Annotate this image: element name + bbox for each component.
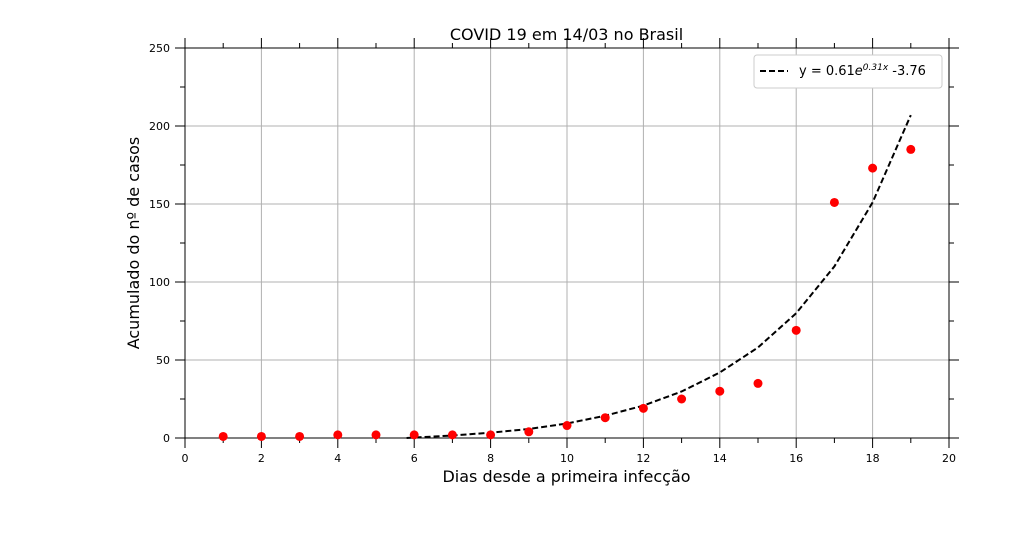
- data-point: [600, 413, 610, 423]
- x-tick-label: 4: [334, 452, 341, 465]
- x-tick-label: 14: [713, 452, 727, 465]
- data-point: [638, 403, 648, 413]
- plot-frame: [184, 47, 950, 439]
- x-tick-label: 8: [487, 452, 494, 465]
- y-tick-label: 100: [149, 276, 170, 289]
- legend: y = 0.61e0.31x -3.76: [753, 54, 943, 89]
- legend-label-base: e: [855, 64, 863, 79]
- x-tick-label: 16: [789, 452, 803, 465]
- data-point: [677, 394, 687, 404]
- x-tick-label: 12: [636, 452, 650, 465]
- data-point: [333, 430, 343, 440]
- y-tick-label: 250: [149, 42, 170, 55]
- legend-label-suffix: -3.76: [888, 64, 926, 79]
- data-point: [371, 430, 381, 440]
- data-point: [906, 144, 916, 154]
- data-point: [218, 431, 228, 441]
- y-tick-label: 150: [149, 198, 170, 211]
- x-tick-label: 18: [866, 452, 880, 465]
- data-point: [486, 430, 496, 440]
- data-point: [256, 431, 266, 441]
- legend-box: [753, 54, 943, 89]
- y-tick-label: 0: [163, 432, 170, 445]
- data-point: [409, 430, 419, 440]
- x-axis-title: Dias desde a primeira infecção: [442, 467, 690, 486]
- y-tick-label: 200: [149, 120, 170, 133]
- y-axis-title: Acumulado do nº de casos: [124, 137, 143, 350]
- data-point: [715, 386, 725, 396]
- y-tick-label: 50: [156, 354, 170, 367]
- x-tick-label: 0: [182, 452, 189, 465]
- data-point: [829, 197, 839, 207]
- data-point: [753, 378, 763, 388]
- x-tick-label: 10: [560, 452, 574, 465]
- data-point: [447, 430, 457, 440]
- chart-title: COVID 19 em 14/03 no Brasil: [450, 25, 683, 44]
- legend-label-exponent: 0.31x: [863, 63, 889, 73]
- x-tick-label: 6: [411, 452, 418, 465]
- data-point: [524, 427, 534, 437]
- data-point: [868, 163, 878, 173]
- fit-curve: [406, 114, 912, 439]
- data-point: [562, 421, 572, 431]
- data-point: [295, 431, 305, 441]
- x-tick-label: 2: [258, 452, 265, 465]
- data-point: [791, 325, 801, 335]
- grid: [184, 47, 950, 439]
- legend-label: y = 0.61e0.31x -3.76: [799, 63, 926, 79]
- series: [218, 114, 916, 441]
- legend-label-prefix: y = 0.61: [799, 64, 855, 79]
- x-tick-label: 20: [942, 452, 956, 465]
